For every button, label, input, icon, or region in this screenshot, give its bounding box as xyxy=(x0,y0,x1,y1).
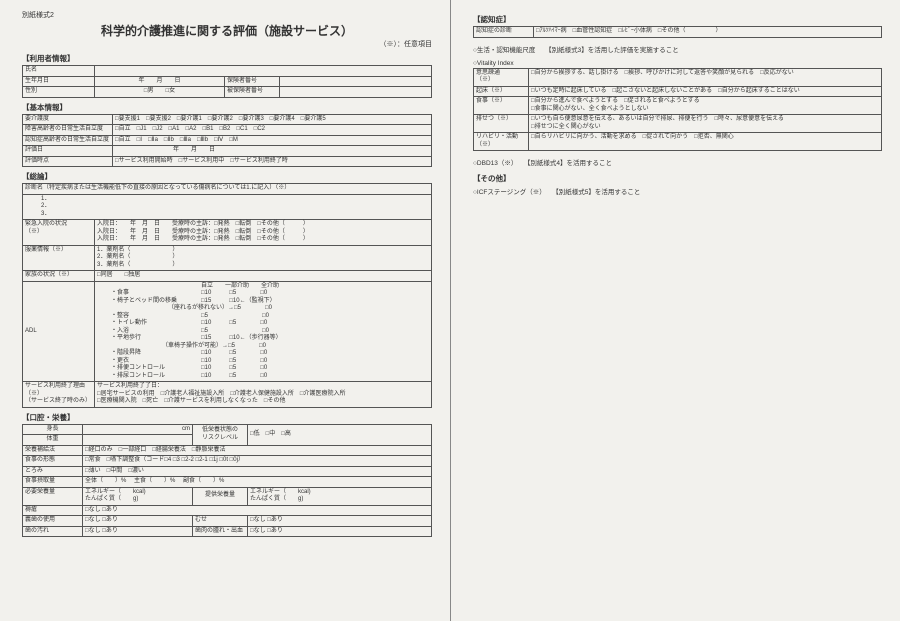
med-body[interactable]: 1．薬剤名（ ） 2．薬剤名（ ） 3．薬剤名（ ） xyxy=(95,245,432,271)
style-lbl: 栄養補給法 xyxy=(23,445,83,456)
section-oral-header: 【口腔・栄養】 xyxy=(22,412,432,423)
teeth-val[interactable]: □なし □あり xyxy=(83,516,193,527)
vit-c3-opts[interactable]: □自分から進んで食べようとする □促されると食べようとする □食事に関心がない、… xyxy=(529,97,882,115)
dx-lbl: 診断名（特定疾病または生活機能低下の直接の原因となっている傷病名については1.に… xyxy=(23,184,432,195)
intake-body[interactable]: 全体（ ）% 主食（ ）% 副食（ ）% xyxy=(83,477,432,488)
eval-date-val[interactable]: 年 月 日 xyxy=(113,146,432,157)
section-overview-header: 【総論】 xyxy=(22,171,432,182)
height-unit[interactable]: cm xyxy=(83,424,193,435)
vit-c5-opts[interactable]: □自らリハビリに向かう、活動を求める □促されて向かう □拒否、無関心 xyxy=(529,133,882,151)
section-basic-header: 【基本情報】 xyxy=(22,102,432,113)
vitality-header: ○Vitality Index xyxy=(473,60,882,67)
eval-date-lbl: 評価日 xyxy=(23,146,113,157)
page-right: 【認知症】 認知症の診断 □ｱﾙﾂﾊｲﾏｰ病 □血管性認知症 □ﾚﾋﾞｰ小体病 … xyxy=(450,0,900,621)
vit-c3-lbl: 食事（※） xyxy=(474,97,529,115)
adl-rows[interactable]: ・食事 □10 □5 □0 ・椅子とベッド間の移乗 □15 □10←（監視下） … xyxy=(97,290,429,380)
risk-opts[interactable]: □低 □中 □高 xyxy=(248,424,432,445)
need-lbl: 必要栄養量 xyxy=(23,487,83,505)
table-user: 氏名 生年月日 年 月 日 保険者番号 性別 □男 □女 被保険者番号 xyxy=(22,65,432,98)
vit-c5-lbl: リハビリ・活動 （※） xyxy=(474,133,529,151)
section-other-header: 【その他】 xyxy=(473,173,882,184)
prov-lbl: 提供栄養量 xyxy=(193,487,248,505)
eval-time-opts[interactable]: □サービス利用開始時 □サービス利用中 □サービス利用終了時 xyxy=(113,156,432,167)
swallow-lbl: むせ xyxy=(193,516,248,527)
risk-lbl: 低栄養状態の リスクレベル xyxy=(193,424,248,445)
section-user-header: 【利用者情報】 xyxy=(22,53,432,64)
swallow-val[interactable]: □なし □あり xyxy=(248,516,432,527)
adl-cell: 自立 一部介助 全介助 ・食事 □10 □5 □0 ・椅子とベッド間の移乗 □1… xyxy=(95,281,432,382)
disable-opts[interactable]: □自立 □J1 □J2 □A1 □A2 □B1 □B2 □C1 □C2 xyxy=(113,125,432,136)
page-left: 別紙様式2 科学的介護推進に関する評価（施設サービス） （※）：任意項目 【利用… xyxy=(0,0,450,621)
intake-lbl: 食事摂取量 xyxy=(23,477,83,488)
table-overview: 診断名（特定疾病または生活機能低下の直接の原因となっている傷病名については1.に… xyxy=(22,183,432,408)
section-dementia-header: 【認知症】 xyxy=(473,14,882,25)
vit-c2-opts[interactable]: □いつも定時に起床している □起こさないと起床しないことがある □自分から起床す… xyxy=(529,86,882,97)
dementia-lbl: 認知症高齢者の日常生活自立度 xyxy=(23,135,113,146)
optional-mark: （※）：任意項目 xyxy=(22,39,432,49)
weight-lbl: 体重 xyxy=(23,435,83,446)
dirt-lbl: 歯の汚れ xyxy=(23,526,83,537)
insured-val[interactable] xyxy=(280,87,432,98)
end-lbl: サービス利用終了理由 （※） （サービス終了時のみ） xyxy=(23,382,95,408)
adl-lbl: ADL xyxy=(23,281,95,382)
table-oral: 身長 cm 低栄養状態の リスクレベル □低 □中 □高 体重 栄養補給法 □経… xyxy=(22,424,432,538)
dx-lines[interactable]: 1． 2． 3． xyxy=(23,194,432,220)
dem-dx-lbl: 認知症の診断 xyxy=(474,27,534,38)
table-vitality: 意思疎通 （※） □自分から挨拶する、話し掛ける □挨拶、呼びかけに対して返答や… xyxy=(473,68,882,152)
dementia-opts[interactable]: □自立 □Ⅰ □Ⅱa □Ⅱb □Ⅲa □Ⅲb □Ⅳ □M xyxy=(113,135,432,146)
form-opts[interactable]: □常食 □嚥下調整食（コード□4 □3 □2-2 □2-1 □1j □0t □0… xyxy=(83,456,432,467)
sex-opts[interactable]: □男 □女 xyxy=(95,87,225,98)
name-lbl: 氏名 xyxy=(23,66,95,77)
thick-lbl: とろみ xyxy=(23,466,83,477)
table-dementia-dx: 認知症の診断 □ｱﾙﾂﾊｲﾏｰ病 □血管性認知症 □ﾚﾋﾞｰ小体病 □その他（ … xyxy=(473,26,882,38)
sex-lbl: 性別 xyxy=(23,87,95,98)
vit-c4-lbl: 排せつ（※） xyxy=(474,115,529,133)
form-id: 別紙様式2 xyxy=(22,10,432,20)
insured-lbl: 被保険者番号 xyxy=(225,87,280,98)
insurer-lbl: 保険者番号 xyxy=(225,76,280,87)
end-body[interactable]: サービス利用終了了日： □居宅サービスの利用 □介護老人福祉施設入所 □介護老人… xyxy=(95,382,432,408)
eval-time-lbl: 評価時点 xyxy=(23,156,113,167)
dbd-note: ○DBD13（※） 【別紙様式4】を活用すること xyxy=(473,157,882,167)
prov-body[interactable]: エネルギー（ kcal) たんぱく質（ g) xyxy=(248,487,432,505)
thick-opts[interactable]: □薄い □中間 □濃い xyxy=(83,466,432,477)
vit-c1-lbl: 意思疎通 （※） xyxy=(474,68,529,86)
care-opts[interactable]: □要支援1 □要支援2 □要介護1 □要介護2 □要介護3 □要介護4 □要介護… xyxy=(113,114,432,125)
icf-note: ○ICFステージング（※） 【別紙様式5】を活用すること xyxy=(473,186,882,196)
life-note: ○生活・認知機能尺度 【別紙様式3】を活用した評価を実施すること xyxy=(473,44,882,54)
vit-c2-lbl: 起床（※） xyxy=(474,86,529,97)
gum-lbl: 歯肉の腫れ・出血 xyxy=(193,526,248,537)
title: 科学的介護推進に関する評価（施設サービス） xyxy=(22,22,432,39)
vit-c1-opts[interactable]: □自分から挨拶する、話し掛ける □挨拶、呼びかけに対して返答や笑顔が見られる □… xyxy=(529,68,882,86)
emerg-body[interactable]: 入院日： 年 月 日 受療時の主訴：□発熱 □転倒 □その他（ ） 入院日： 年… xyxy=(95,220,432,246)
table-basic: 要介護度 □要支援1 □要支援2 □要介護1 □要介護2 □要介護3 □要介護4… xyxy=(22,114,432,168)
weight-val[interactable] xyxy=(83,435,193,446)
dem-dx-opts[interactable]: □ｱﾙﾂﾊｲﾏｰ病 □血管性認知症 □ﾚﾋﾞｰ小体病 □その他（ ） xyxy=(534,27,882,38)
style-opts[interactable]: □経口のみ □一部経口 □経腸栄養法 □静脈栄養法 xyxy=(83,445,432,456)
adl-header: 自立 一部介助 全介助 xyxy=(97,283,429,291)
dirt-val[interactable]: □なし □あり xyxy=(83,526,193,537)
emerg-lbl: 緊急入院の状況 （※） xyxy=(23,220,95,246)
need-body[interactable]: エネルギー（ kcal) たんぱく質（ g) xyxy=(83,487,193,505)
height-lbl: 身長 xyxy=(23,424,83,435)
dob-val[interactable]: 年 月 日 xyxy=(95,76,225,87)
teeth-lbl: 義歯の使用 xyxy=(23,516,83,527)
edema-lbl: 褥瘡 xyxy=(23,505,83,516)
dob-lbl: 生年月日 xyxy=(23,76,95,87)
insurer-val[interactable] xyxy=(280,76,432,87)
gum-val[interactable]: □なし □あり xyxy=(248,526,432,537)
edema-val[interactable]: □なし □あり xyxy=(83,505,432,516)
family-opts[interactable]: □同居 □独居 xyxy=(95,271,432,282)
form-lbl: 食事の形態 xyxy=(23,456,83,467)
vit-c4-opts[interactable]: □いつも自ら便意尿意を伝える、あるいは自分で排尿、排便を行う □時々、尿意便意を… xyxy=(529,115,882,133)
name-val[interactable] xyxy=(95,66,432,77)
med-lbl: 服薬情報（※） xyxy=(23,245,95,271)
disable-lbl: 障害高齢者の日常生活自立度 xyxy=(23,125,113,136)
family-lbl: 家族の状況（※） xyxy=(23,271,95,282)
care-lbl: 要介護度 xyxy=(23,114,113,125)
